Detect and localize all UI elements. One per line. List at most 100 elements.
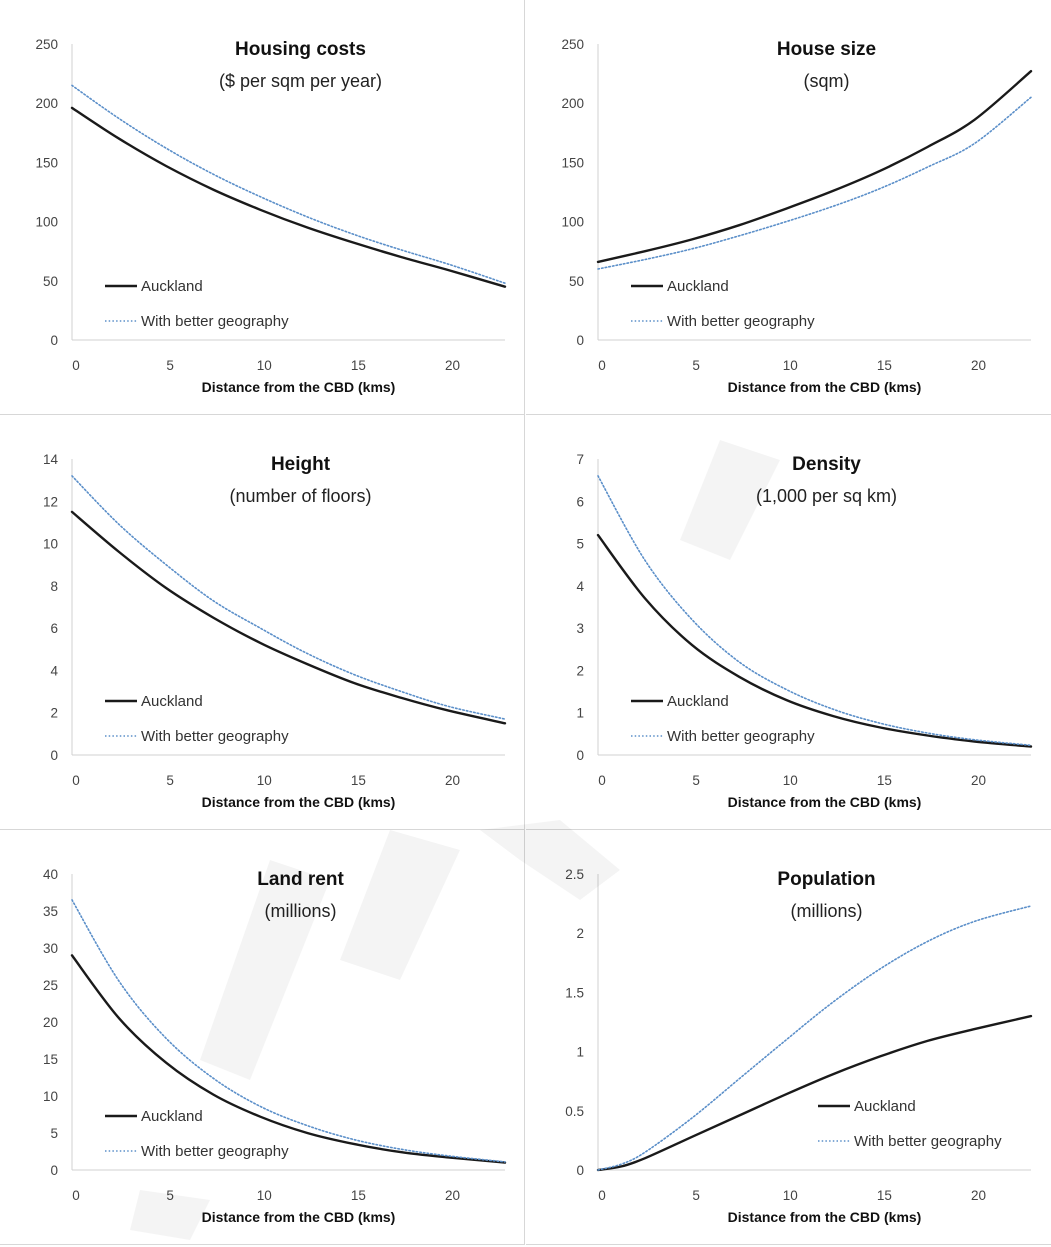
y-tick-label: 4 bbox=[50, 663, 58, 678]
x-axis-label: Distance from the CBD (kms) bbox=[202, 1209, 396, 1225]
y-tick-label: 7 bbox=[576, 452, 584, 467]
y-tick-label: 250 bbox=[561, 37, 584, 52]
chart-subtitle: (number of floors) bbox=[229, 486, 371, 506]
y-tick-label: 2 bbox=[576, 663, 584, 678]
x-tick-label: 10 bbox=[783, 773, 798, 788]
y-tick-label: 12 bbox=[43, 494, 58, 509]
legend-label: Auckland bbox=[141, 1108, 203, 1125]
y-tick-label: 35 bbox=[43, 904, 58, 919]
x-tick-label: 0 bbox=[72, 773, 80, 788]
y-tick-label: 0 bbox=[576, 333, 584, 348]
x-tick-label: 5 bbox=[692, 773, 700, 788]
series-line-auckland bbox=[596, 1014, 1033, 1172]
y-tick-label: 8 bbox=[50, 579, 58, 594]
chart-svg: 0 50 100 150 200 250 0 5 10 15 20 Distance from the… bbox=[35, 37, 507, 395]
legend-label: With better geography bbox=[141, 728, 289, 745]
x-axis-label: Distance from the CBD (kms) bbox=[202, 379, 396, 395]
x-tick-label: 15 bbox=[351, 773, 366, 788]
series-line-auckland bbox=[596, 533, 1033, 748]
y-tick-label: 1 bbox=[576, 1045, 584, 1060]
y-tick-label: 20 bbox=[43, 1015, 58, 1030]
y-tick-label: 50 bbox=[43, 274, 58, 289]
legend-label: With better geography bbox=[141, 313, 289, 330]
x-tick-label: 20 bbox=[445, 358, 460, 373]
chart-title: House size bbox=[777, 39, 876, 60]
chart-svg: 0 1 2 3 4 5 6 7 0 5 10 15 20 Distance from the CBD (k… bbox=[576, 452, 1033, 810]
series-line-better-geography bbox=[71, 899, 506, 1163]
x-axis-label: Distance from the CBD (kms) bbox=[728, 1209, 922, 1225]
y-tick-label: 5 bbox=[50, 1126, 58, 1141]
x-tick-label: 15 bbox=[877, 773, 892, 788]
chart-panel-1: 0 50 100 150 200 250 0 5 10 15 20 Distance from the… bbox=[0, 0, 525, 415]
legend-label: With better geography bbox=[141, 1143, 289, 1160]
chart-svg: 0 0.5 1 1.5 2 2.5 0 5 10 15 20 Distance from the CB… bbox=[565, 867, 1033, 1225]
chart-title: Height bbox=[271, 454, 331, 475]
x-tick-label: 0 bbox=[598, 1188, 606, 1203]
x-tick-label: 5 bbox=[166, 1188, 174, 1203]
legend-label: Auckland bbox=[667, 278, 729, 295]
chart-svg: 0 50 100 150 200 250 0 5 10 15 20 Distance from the… bbox=[561, 37, 1033, 395]
series-line-better-geography bbox=[597, 475, 1032, 747]
y-tick-label: 100 bbox=[561, 215, 584, 230]
y-tick-label: 2.5 bbox=[565, 867, 584, 882]
y-tick-label: 100 bbox=[35, 215, 58, 230]
y-tick-label: 6 bbox=[50, 621, 58, 636]
legend-label: With better geography bbox=[854, 1133, 1002, 1150]
x-tick-label: 10 bbox=[257, 1188, 272, 1203]
x-tick-label: 5 bbox=[166, 773, 174, 788]
chart-svg: 0 5 10 15 20 25 30 35 40 0 5 10 15 20 Distance from th… bbox=[43, 867, 507, 1225]
x-tick-label: 10 bbox=[257, 773, 272, 788]
x-tick-label: 0 bbox=[598, 358, 606, 373]
x-tick-label: 0 bbox=[72, 1188, 80, 1203]
chart-panel-3: 0 2 4 6 8 10 12 14 0 5 10 15 20 Distance from the CBD… bbox=[0, 415, 525, 830]
chart-subtitle: (millions) bbox=[791, 901, 863, 921]
y-tick-label: 0 bbox=[576, 1163, 584, 1178]
y-tick-label: 2 bbox=[576, 926, 584, 941]
y-tick-label: 50 bbox=[569, 274, 584, 289]
chart-subtitle: (1,000 per sq km) bbox=[756, 486, 897, 506]
y-tick-label: 10 bbox=[43, 537, 58, 552]
series-line-better-geography bbox=[71, 475, 506, 720]
y-tick-label: 30 bbox=[43, 941, 58, 956]
series-line-better-geography bbox=[597, 905, 1032, 1171]
x-tick-label: 20 bbox=[971, 1188, 986, 1203]
series-line-better-geography bbox=[597, 96, 1032, 270]
x-axis-label: Distance from the CBD (kms) bbox=[202, 794, 396, 810]
x-tick-label: 15 bbox=[351, 358, 366, 373]
chart-svg: 0 2 4 6 8 10 12 14 0 5 10 15 20 Distance from the CBD… bbox=[43, 452, 507, 810]
y-tick-label: 40 bbox=[43, 867, 58, 882]
x-tick-label: 10 bbox=[257, 358, 272, 373]
series-line-auckland bbox=[70, 106, 507, 288]
legend-label: Auckland bbox=[141, 693, 203, 710]
series-line-auckland bbox=[70, 954, 507, 1164]
y-tick-label: 10 bbox=[43, 1089, 58, 1104]
x-tick-label: 10 bbox=[783, 358, 798, 373]
y-tick-label: 0 bbox=[576, 748, 584, 763]
x-tick-label: 20 bbox=[971, 358, 986, 373]
y-tick-label: 15 bbox=[43, 1052, 58, 1067]
chart-title: Housing costs bbox=[235, 39, 366, 60]
y-tick-label: 14 bbox=[43, 452, 59, 467]
y-tick-label: 25 bbox=[43, 978, 58, 993]
y-tick-label: 150 bbox=[35, 155, 58, 170]
y-tick-label: 0.5 bbox=[565, 1104, 584, 1119]
legend-label: With better geography bbox=[667, 728, 815, 745]
chart-subtitle: (millions) bbox=[265, 901, 337, 921]
x-tick-label: 15 bbox=[877, 358, 892, 373]
y-tick-label: 0 bbox=[50, 333, 58, 348]
y-tick-label: 3 bbox=[576, 621, 584, 636]
x-tick-label: 20 bbox=[445, 773, 460, 788]
x-axis-label: Distance from the CBD (kms) bbox=[728, 794, 922, 810]
y-tick-label: 0 bbox=[50, 1163, 58, 1178]
x-tick-label: 20 bbox=[971, 773, 986, 788]
y-tick-label: 250 bbox=[35, 37, 58, 52]
chart-subtitle: ($ per sqm per year) bbox=[219, 71, 382, 91]
y-tick-label: 1 bbox=[576, 706, 584, 721]
y-tick-label: 200 bbox=[561, 96, 584, 111]
chart-subtitle: (sqm) bbox=[804, 71, 850, 91]
chart-title: Population bbox=[777, 869, 875, 890]
legend-label: With better geography bbox=[667, 313, 815, 330]
chart-title: Land rent bbox=[257, 869, 344, 890]
legend-label: Auckland bbox=[854, 1098, 916, 1115]
